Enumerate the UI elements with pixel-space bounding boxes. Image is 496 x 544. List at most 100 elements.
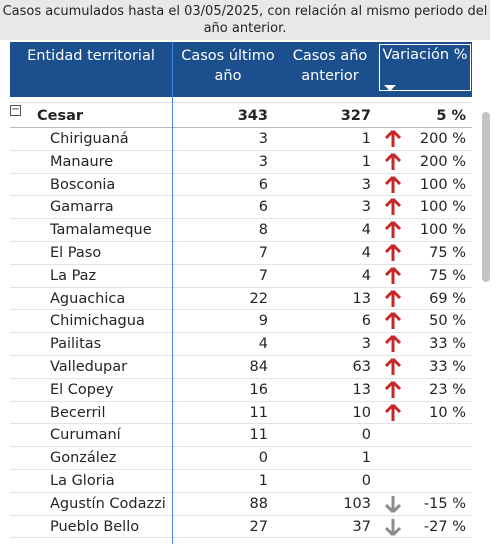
sort-icon xyxy=(384,85,396,91)
cell-variation: -27 % xyxy=(423,518,466,535)
cell-number: 13 xyxy=(352,381,371,398)
cell-variation: 33 % xyxy=(429,359,466,375)
cell-variation: 69 % xyxy=(429,290,466,307)
table-row: Curumaní 11 0 xyxy=(10,424,472,448)
cell-number: 27 xyxy=(249,518,268,535)
cell-variation: 100 % xyxy=(419,222,466,239)
cell-name: La Paz xyxy=(50,267,97,284)
cell-number: 6 xyxy=(258,176,268,193)
cell-variation: 100 % xyxy=(419,176,466,193)
cell-name: Chimichagua xyxy=(50,313,145,330)
up-arrow xyxy=(384,357,402,375)
table-row: Pueblo Bello 27 37 -27 % xyxy=(10,516,472,539)
cell-name: Santander xyxy=(37,97,122,102)
table-row: El Copey 16 13 23 % xyxy=(10,379,472,402)
down-arrow xyxy=(384,518,402,536)
scrollbar[interactable] xyxy=(482,112,490,282)
cell-name: Aguachica xyxy=(50,290,126,307)
up-arrow xyxy=(384,152,402,170)
cell-name: Agustín Codazzi xyxy=(50,495,166,512)
cell-number: 8 xyxy=(258,222,268,239)
table-row: Manaure 3 1 200 % xyxy=(10,151,472,174)
cell-number: 3 xyxy=(258,131,268,147)
cell-name: El Paso xyxy=(50,245,102,261)
table-row: Chimichagua 9 6 50 % xyxy=(10,310,472,334)
table-row: La Paz 7 4 75 % xyxy=(10,265,472,288)
table-row: Aguachica 22 13 69 % xyxy=(10,288,472,311)
cell-name: Pailitas xyxy=(50,336,102,353)
cell-name: Becerril xyxy=(50,404,106,421)
cell-number: 3 xyxy=(361,176,371,193)
cell-name: Gamarra xyxy=(50,199,114,216)
up-arrow xyxy=(384,243,402,261)
up-arrow xyxy=(384,175,402,193)
cell-name: Tamalameque xyxy=(50,222,152,239)
table-row: González 0 1 xyxy=(10,447,472,470)
cell-number: 13 xyxy=(352,290,371,307)
cell-number: 3 xyxy=(258,153,268,170)
column-header[interactable]: Casos último año xyxy=(181,48,275,84)
cell-variation: 50 % xyxy=(429,313,466,330)
cell-number: 63 xyxy=(352,359,371,375)
up-arrow xyxy=(384,221,402,239)
column-header[interactable]: Entidad territorial xyxy=(27,48,155,64)
cell-variation: 33 % xyxy=(429,336,466,353)
cell-name: Valledupar xyxy=(50,359,128,375)
cell-number: 4 xyxy=(361,267,371,284)
cell-number: 0 xyxy=(361,473,371,489)
up-arrow xyxy=(384,380,402,398)
cell-number: 6 xyxy=(361,313,371,330)
cell-variation: 75 % xyxy=(429,245,466,261)
table-row: Santander xyxy=(10,97,472,103)
cell-number: 22 xyxy=(249,290,268,307)
table-row: La Gloria 1 0 xyxy=(10,470,472,493)
cell-number: 7 xyxy=(258,267,268,284)
up-arrow xyxy=(384,289,402,307)
up-arrow xyxy=(384,335,402,353)
expand-icon[interactable]: − xyxy=(10,104,21,116)
cell-variation: 10 % xyxy=(429,404,466,421)
cell-number: 1 xyxy=(258,473,268,489)
cell-number: 1 xyxy=(361,153,371,170)
cell-number: 0 xyxy=(258,450,268,467)
cell-variation: 200 % xyxy=(419,131,466,147)
cell-number: 11 xyxy=(249,427,268,444)
up-arrow xyxy=(384,129,402,147)
caption: Casos acumulados hasta el 03/05/2025, co… xyxy=(0,0,490,40)
cell-number: 88 xyxy=(249,495,268,512)
cell-number: 11 xyxy=(249,404,268,421)
cell-name: Bosconia xyxy=(50,176,116,193)
cell-number: 37 xyxy=(352,518,371,535)
table-row: El Paso 7 4 75 % xyxy=(10,242,472,265)
table-row: − Cesar 343 327 5 % xyxy=(10,105,472,128)
table-row: Valledupar 84 63 33 % xyxy=(10,356,472,379)
up-arrow xyxy=(384,198,402,216)
cell-name: Cesar xyxy=(37,108,84,124)
table-row: Tamalameque 8 4 100 % xyxy=(10,219,472,242)
up-arrow xyxy=(384,312,402,330)
cell-name: Curumaní xyxy=(50,427,121,444)
column-header[interactable]: Casos año anterior xyxy=(292,48,368,84)
table-row: Becerril 11 10 10 % xyxy=(10,402,472,425)
cell-variation: 200 % xyxy=(419,153,466,170)
down-arrow xyxy=(384,495,402,513)
cell-variation: 5 % xyxy=(436,108,466,124)
cell-variation: 75 % xyxy=(429,267,466,284)
cell-variation: 23 % xyxy=(429,381,466,398)
table-row: Chiriguaná 3 1 200 % xyxy=(10,128,472,151)
up-arrow xyxy=(384,266,402,284)
cell-number: 4 xyxy=(361,245,371,261)
column-header[interactable]: Variación % xyxy=(379,44,471,91)
cell-number: 1 xyxy=(361,450,371,467)
cell-name: Manaure xyxy=(50,153,114,170)
cell-name: González xyxy=(50,450,117,467)
cell-name: Pueblo Bello xyxy=(50,518,140,535)
cell-number: 4 xyxy=(258,336,268,353)
cell-number: 103 xyxy=(343,495,371,512)
cell-number: 6 xyxy=(258,199,268,216)
cell-number: 10 xyxy=(352,404,371,421)
cell-number: 9 xyxy=(258,313,268,330)
cell-number: 327 xyxy=(340,108,371,124)
table-row: Bosconia 6 3 100 % xyxy=(10,174,472,197)
